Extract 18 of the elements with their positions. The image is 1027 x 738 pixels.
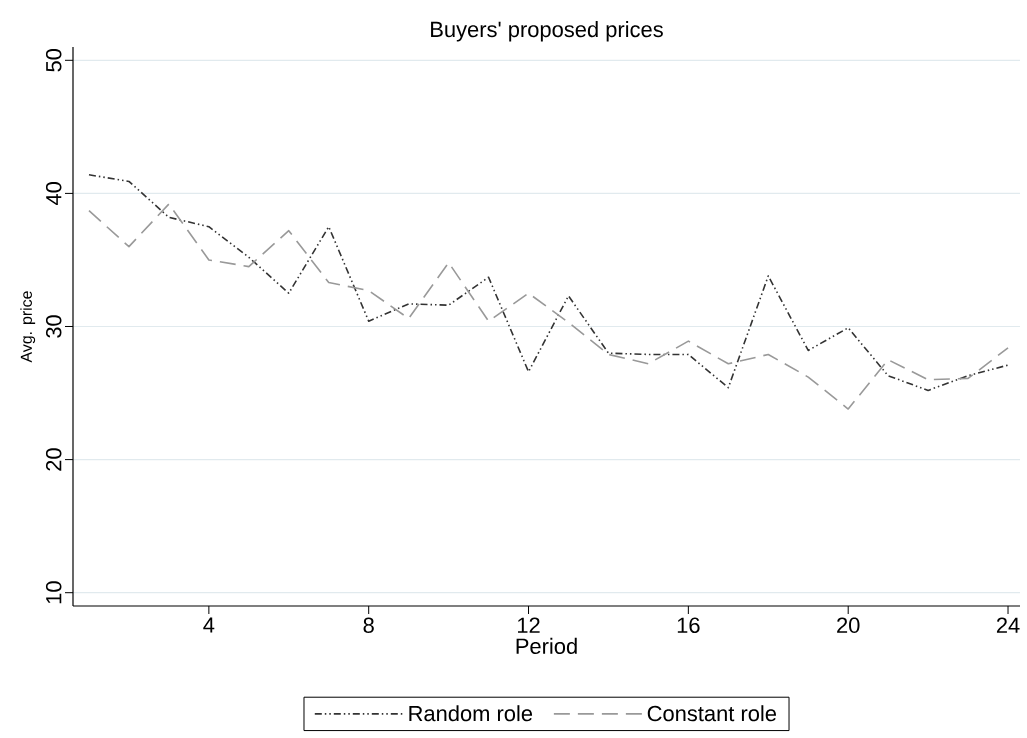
- line-series: [88, 173, 1009, 392]
- x-tick-label: 16: [677, 617, 700, 634]
- y-axis-title: Avg. price: [20, 291, 36, 363]
- legend-label: Random role: [409, 705, 533, 722]
- line-series: [88, 203, 1009, 410]
- x-tick-label: 20: [837, 617, 860, 634]
- x-tick-label: 8: [363, 617, 374, 634]
- y-tick-label: 30: [45, 315, 62, 338]
- y-tick-label: 40: [45, 182, 62, 206]
- y-tick-label: 20: [45, 448, 62, 471]
- y-tick-label: 10: [45, 581, 62, 604]
- chart-title: Buyers' proposed prices: [431, 21, 663, 42]
- x-axis-title: Period: [516, 637, 577, 654]
- y-tick-label: 50: [45, 48, 62, 72]
- x-tick-label: 4: [203, 617, 215, 633]
- legend-label: Constant role: [647, 705, 777, 722]
- x-tick-label: 24: [996, 617, 1020, 633]
- x-tick-label: 12: [518, 617, 540, 633]
